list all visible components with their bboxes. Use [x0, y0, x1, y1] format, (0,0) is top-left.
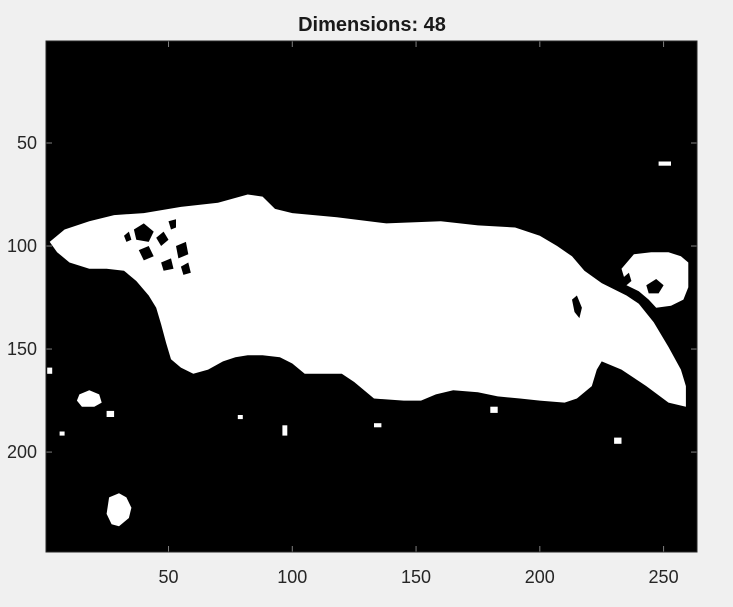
- white-region-left-small-blob: [76, 390, 102, 407]
- black-region-head-texture-6: [180, 262, 191, 275]
- black-region-head-texture-7: [124, 231, 132, 242]
- axes-frame: [45, 40, 698, 553]
- white-region-speck-3: [106, 410, 115, 417]
- white-region-speck-6: [374, 423, 382, 428]
- white-region-speck-8: [614, 437, 622, 444]
- x-tick-label: 250: [649, 567, 679, 587]
- black-region-head-texture-1: [133, 223, 154, 242]
- white-region-main-body: [49, 194, 686, 407]
- chart-title: Dimensions: 48: [298, 14, 446, 36]
- black-region-body-spot: [572, 295, 582, 319]
- white-region-speck-7: [490, 406, 498, 413]
- x-tick-label: 50: [159, 567, 179, 587]
- black-region-head-texture-2: [156, 231, 169, 246]
- white-region-speck-5: [282, 425, 288, 436]
- x-tick-label: 200: [525, 567, 555, 587]
- white-region-speck-4: [237, 415, 243, 420]
- y-axis-ticks: 50 100 150 200: [7, 133, 697, 462]
- x-axis-ticks: 50 100 150 200 250: [159, 41, 679, 587]
- y-tick-label: 150: [7, 339, 37, 359]
- image-regions: [47, 161, 689, 527]
- black-region-head-texture-8: [168, 219, 176, 230]
- y-tick-label: 50: [17, 133, 37, 153]
- white-region-top-right-speck: [658, 161, 671, 166]
- x-tick-label: 150: [401, 567, 431, 587]
- black-region-head-texture-5: [161, 258, 174, 271]
- white-region-speck-1: [47, 367, 53, 374]
- black-region-head-texture-3: [138, 246, 154, 261]
- black-region-tail-notch: [621, 272, 632, 286]
- white-region-lower-left-blob: [106, 493, 132, 527]
- y-tick-label: 100: [7, 236, 37, 256]
- black-region-tail-hole: [646, 279, 664, 294]
- white-region-speck-2: [59, 431, 65, 436]
- black-region-head-texture-4: [176, 241, 189, 259]
- y-tick-label: 200: [7, 442, 37, 462]
- x-tick-label: 100: [277, 567, 307, 587]
